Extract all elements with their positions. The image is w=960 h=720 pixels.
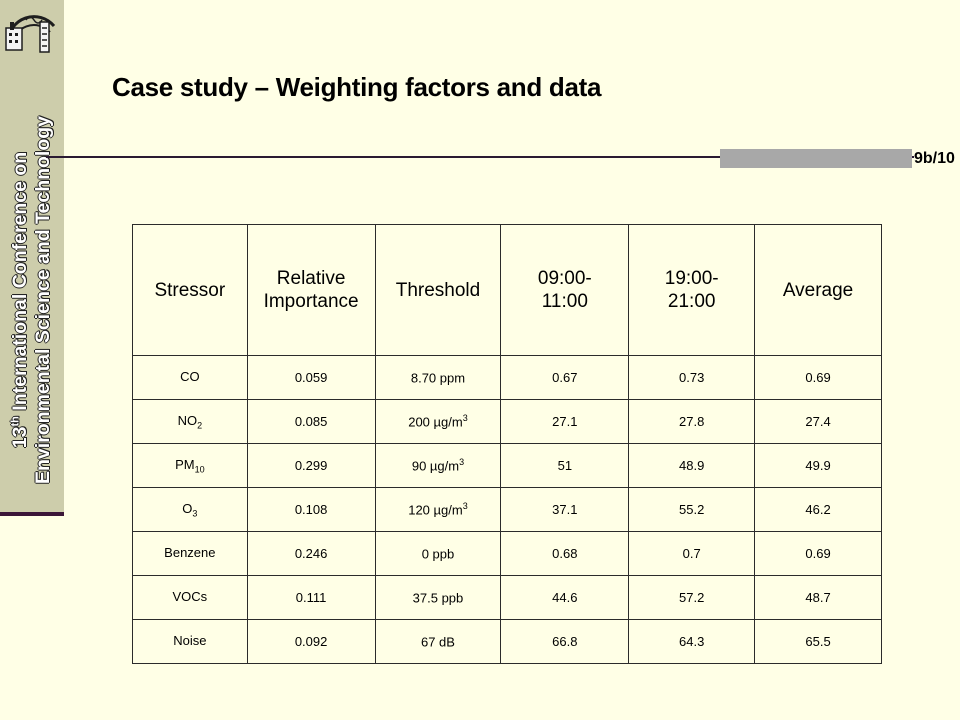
threshold-cell: 37.5 ppb bbox=[374, 575, 502, 620]
evening-value-cell: 0.7 bbox=[628, 531, 756, 576]
threshold-cell: 120 µg/m3 bbox=[374, 487, 502, 532]
morning-value-cell: 44.6 bbox=[500, 575, 630, 620]
evening-value-cell: 0.73 bbox=[628, 355, 756, 400]
morning-value-cell: 37.1 bbox=[500, 487, 630, 532]
conference-logo-icon bbox=[5, 15, 56, 53]
table-row: Benzene 0.246 0 ppb 0.68 0.7 0.69 bbox=[132, 531, 882, 576]
table-row: Noise 0.092 67 dB 66.8 64.3 65.5 bbox=[132, 619, 882, 664]
stressor-cell: PM10 bbox=[132, 443, 248, 488]
importance-cell: 0.299 bbox=[246, 443, 376, 488]
conference-line-2: Environmental Science and Technology bbox=[32, 115, 54, 485]
table-row: NO2 0.085 200 µg/m3 27.1 27.8 27.4 bbox=[132, 399, 882, 444]
table-row: O3 0.108 120 µg/m3 37.1 55.2 46.2 bbox=[132, 487, 882, 532]
average-cell: 0.69 bbox=[754, 355, 882, 400]
average-cell: 48.7 bbox=[754, 575, 882, 620]
morning-value-cell: 27.1 bbox=[500, 399, 630, 444]
average-cell: 0.69 bbox=[754, 531, 882, 576]
header-average: Average bbox=[754, 224, 882, 356]
conference-name: 13th International Conference on Environ… bbox=[9, 116, 55, 484]
morning-value-cell: 0.67 bbox=[500, 355, 630, 400]
importance-cell: 0.085 bbox=[246, 399, 376, 444]
importance-cell: 0.111 bbox=[246, 575, 376, 620]
conference-line-1: 13th International Conference on bbox=[9, 151, 31, 449]
evening-value-cell: 57.2 bbox=[628, 575, 756, 620]
header-stressor: Stressor bbox=[132, 224, 248, 356]
morning-value-cell: 0.68 bbox=[500, 531, 630, 576]
sidebar: 13th International Conference on Environ… bbox=[0, 0, 64, 512]
table-row: VOCs 0.111 37.5 ppb 44.6 57.2 48.7 bbox=[132, 575, 882, 620]
threshold-cell: 0 ppb bbox=[374, 531, 502, 576]
threshold-cell: 67 dB bbox=[374, 619, 502, 664]
importance-cell: 0.059 bbox=[246, 355, 376, 400]
header-morning-period: 09:00- 11:00 bbox=[500, 224, 630, 356]
sidebar-divider bbox=[0, 512, 64, 516]
evening-value-cell: 64.3 bbox=[628, 619, 756, 664]
stressor-cell: NO2 bbox=[132, 399, 248, 444]
threshold-cell: 90 µg/m3 bbox=[374, 443, 502, 488]
slide-title: Case study – Weighting factors and data bbox=[112, 72, 602, 102]
table-header-row: Stressor Relative Importance Threshold 09… bbox=[132, 224, 882, 356]
evening-value-cell: 55.2 bbox=[628, 487, 756, 532]
importance-cell: 0.246 bbox=[246, 531, 376, 576]
page-number: 9b/10 bbox=[914, 150, 955, 167]
average-cell: 46.2 bbox=[754, 487, 882, 532]
table-row: PM10 0.299 90 µg/m3 51 48.9 49.9 bbox=[132, 443, 882, 488]
evening-value-cell: 27.8 bbox=[628, 399, 756, 444]
stressor-cell: Noise bbox=[132, 619, 248, 664]
average-cell: 27.4 bbox=[754, 399, 882, 444]
stressor-cell: CO bbox=[132, 355, 248, 400]
average-cell: 49.9 bbox=[754, 443, 882, 488]
weighting-factors-table: Stressor Relative Importance Threshold 09… bbox=[132, 224, 882, 664]
importance-cell: 0.092 bbox=[246, 619, 376, 664]
header-threshold: Threshold bbox=[374, 224, 502, 356]
page-indicator-bar bbox=[720, 149, 912, 168]
table-row: CO 0.059 8.70 ppm 0.67 0.73 0.69 bbox=[132, 355, 882, 400]
threshold-cell: 8.70 ppm bbox=[374, 355, 502, 400]
morning-value-cell: 66.8 bbox=[500, 619, 630, 664]
threshold-cell: 200 µg/m3 bbox=[374, 399, 502, 444]
stressor-cell: Benzene bbox=[132, 531, 248, 576]
stressor-cell: VOCs bbox=[132, 575, 248, 620]
importance-cell: 0.108 bbox=[246, 487, 376, 532]
header-evening-period: 19:00- 21:00 bbox=[628, 224, 756, 356]
morning-value-cell: 51 bbox=[500, 443, 630, 488]
average-cell: 65.5 bbox=[754, 619, 882, 664]
evening-value-cell: 48.9 bbox=[628, 443, 756, 488]
stressor-cell: O3 bbox=[132, 487, 248, 532]
title-divider bbox=[46, 156, 914, 158]
header-relative-importance: Relative Importance bbox=[246, 224, 376, 356]
